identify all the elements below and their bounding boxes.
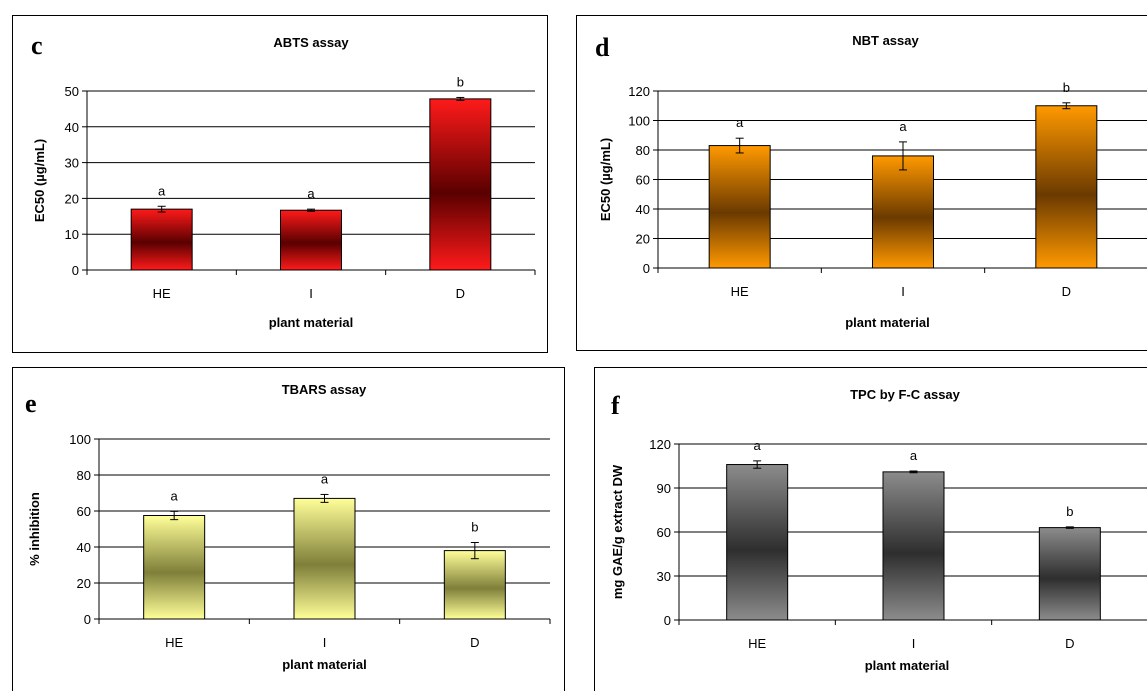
y-tick-label: 100 bbox=[69, 432, 91, 447]
bar-i bbox=[872, 155, 934, 269]
panel-letter: e bbox=[25, 389, 37, 418]
x-tick-label: D bbox=[1065, 636, 1074, 651]
significance-label: b bbox=[1063, 80, 1070, 95]
x-tick-label: HE bbox=[731, 284, 749, 299]
significance-label: a bbox=[754, 438, 762, 453]
x-tick-label: D bbox=[456, 286, 465, 301]
significance-label: a bbox=[321, 471, 329, 486]
x-tick-label: HE bbox=[153, 286, 171, 301]
y-tick-label: 0 bbox=[664, 613, 671, 628]
chart-title: TPC by F-C assay bbox=[850, 387, 961, 402]
y-tick-label: 80 bbox=[636, 143, 650, 158]
y-tick-label: 60 bbox=[77, 504, 91, 519]
bar-i bbox=[882, 471, 945, 621]
y-tick-label: 100 bbox=[628, 114, 650, 129]
x-tick-label: I bbox=[912, 636, 916, 651]
y-tick-label: 20 bbox=[77, 576, 91, 591]
y-tick-label: 120 bbox=[628, 84, 650, 99]
panel-letter: d bbox=[595, 33, 610, 62]
significance-label: b bbox=[457, 74, 464, 89]
tpc-chart: f TPC by F-C assay 0 30 60 90 120 a HE a Ib Dplant … bbox=[610, 387, 1147, 673]
significance-label: a bbox=[736, 115, 744, 130]
bar-d bbox=[429, 98, 492, 271]
significance-label: a bbox=[158, 183, 166, 198]
y-tick-label: 80 bbox=[77, 468, 91, 483]
y-tick-label: 40 bbox=[636, 202, 650, 217]
y-tick-label: 40 bbox=[77, 540, 91, 555]
x-axis-title: plant material bbox=[845, 315, 930, 330]
y-tick-label: 60 bbox=[657, 525, 671, 540]
x-tick-label: HE bbox=[748, 636, 766, 651]
y-tick-label: 0 bbox=[643, 261, 650, 276]
panel-letter: f bbox=[611, 391, 620, 420]
chart-title: NBT assay bbox=[852, 33, 919, 48]
y-tick-label: 0 bbox=[72, 263, 79, 278]
y-tick-label: 20 bbox=[636, 232, 650, 247]
x-axis-title: plant material bbox=[282, 657, 367, 672]
x-tick-label: D bbox=[470, 635, 479, 650]
bar-d bbox=[1035, 105, 1098, 269]
significance-label: b bbox=[1066, 504, 1073, 519]
bar-i bbox=[280, 209, 342, 271]
panel-letter: c bbox=[31, 31, 43, 60]
y-tick-label: 40 bbox=[65, 120, 79, 135]
y-tick-label: 0 bbox=[84, 612, 91, 627]
y-tick-label: 90 bbox=[657, 481, 671, 496]
y-tick-label: 30 bbox=[65, 156, 79, 171]
x-axis-title: plant material bbox=[269, 315, 354, 330]
bar-he bbox=[143, 515, 206, 620]
y-axis-title: EC50 (µg/mL) bbox=[598, 138, 613, 221]
y-tick-label: 10 bbox=[65, 227, 79, 242]
bar-d bbox=[1038, 527, 1101, 621]
x-axis-title: plant material bbox=[865, 658, 950, 673]
y-tick-label: 50 bbox=[65, 84, 79, 99]
bar-d bbox=[443, 550, 506, 620]
significance-label: b bbox=[471, 520, 478, 535]
x-tick-label: I bbox=[901, 284, 905, 299]
y-axis-title: mg GAE/g extract DW bbox=[610, 464, 625, 599]
bar-he bbox=[726, 464, 789, 621]
x-tick-label: I bbox=[309, 286, 313, 301]
chart-title: ABTS assay bbox=[273, 35, 349, 50]
bar-he bbox=[130, 208, 193, 271]
y-tick-label: 120 bbox=[649, 437, 671, 452]
y-tick-label: 60 bbox=[636, 173, 650, 188]
y-tick-label: 30 bbox=[657, 569, 671, 584]
x-tick-label: I bbox=[323, 635, 327, 650]
significance-label: a bbox=[910, 448, 918, 463]
significance-label: a bbox=[307, 186, 315, 201]
x-tick-label: D bbox=[1062, 284, 1071, 299]
chart-title: TBARS assay bbox=[282, 382, 367, 397]
y-axis-title: % inhibition bbox=[27, 492, 42, 566]
bar-he bbox=[708, 145, 771, 269]
bar-i bbox=[293, 497, 356, 620]
x-tick-label: HE bbox=[165, 635, 183, 650]
y-axis-title: EC50 (µg/mL) bbox=[32, 139, 47, 222]
significance-label: a bbox=[899, 119, 907, 134]
significance-label: a bbox=[171, 488, 179, 503]
y-tick-label: 20 bbox=[65, 191, 79, 206]
